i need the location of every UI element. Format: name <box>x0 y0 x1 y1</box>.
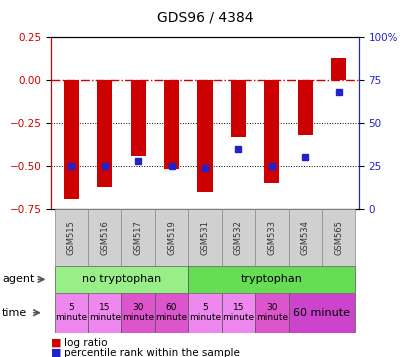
Text: time: time <box>2 308 27 318</box>
Text: percentile rank within the sample: percentile rank within the sample <box>63 348 239 357</box>
Text: GSM534: GSM534 <box>300 220 309 255</box>
Text: agent: agent <box>2 274 34 285</box>
Text: 15
minute: 15 minute <box>88 303 121 322</box>
Bar <box>288 209 321 266</box>
Text: GSM516: GSM516 <box>100 220 109 255</box>
Bar <box>54 209 88 266</box>
Text: GSM517: GSM517 <box>133 220 142 255</box>
Bar <box>230 80 245 137</box>
Text: 60 minute: 60 minute <box>293 308 350 318</box>
Text: ■: ■ <box>51 338 62 348</box>
Text: 15
minute: 15 minute <box>222 303 254 322</box>
Bar <box>254 293 288 333</box>
Bar <box>155 209 188 266</box>
Bar <box>221 209 254 266</box>
Text: 5
minute: 5 minute <box>189 303 220 322</box>
Bar <box>88 293 121 333</box>
Bar <box>188 209 221 266</box>
Text: 5
minute: 5 minute <box>55 303 87 322</box>
Bar <box>330 58 345 80</box>
Bar <box>164 80 179 170</box>
Text: 30
minute: 30 minute <box>255 303 287 322</box>
Bar <box>221 293 254 333</box>
Text: GSM515: GSM515 <box>67 220 76 255</box>
Text: 60
minute: 60 minute <box>155 303 187 322</box>
Bar <box>297 80 312 135</box>
Text: no tryptophan: no tryptophan <box>82 274 161 285</box>
Bar <box>121 293 155 333</box>
Bar <box>254 209 288 266</box>
Text: GSM533: GSM533 <box>267 220 276 255</box>
Bar <box>155 293 188 333</box>
Text: GSM532: GSM532 <box>234 220 242 255</box>
Bar <box>288 293 355 333</box>
Bar <box>264 80 279 183</box>
Bar <box>54 266 188 293</box>
Text: ■: ■ <box>51 348 62 357</box>
Text: 30
minute: 30 minute <box>122 303 154 322</box>
Text: GSM519: GSM519 <box>167 220 175 255</box>
Text: GSM565: GSM565 <box>333 220 342 255</box>
Bar <box>97 80 112 187</box>
Bar <box>54 293 88 333</box>
Text: GDS96 / 4384: GDS96 / 4384 <box>156 11 253 25</box>
Text: log ratio: log ratio <box>63 338 107 348</box>
Bar <box>121 209 155 266</box>
Bar <box>197 80 212 192</box>
Text: GSM531: GSM531 <box>200 220 209 255</box>
Text: tryptophan: tryptophan <box>240 274 302 285</box>
Bar <box>188 293 221 333</box>
Bar <box>130 80 145 156</box>
Bar <box>321 209 355 266</box>
Bar <box>88 209 121 266</box>
Bar <box>188 266 355 293</box>
Bar <box>64 80 79 198</box>
